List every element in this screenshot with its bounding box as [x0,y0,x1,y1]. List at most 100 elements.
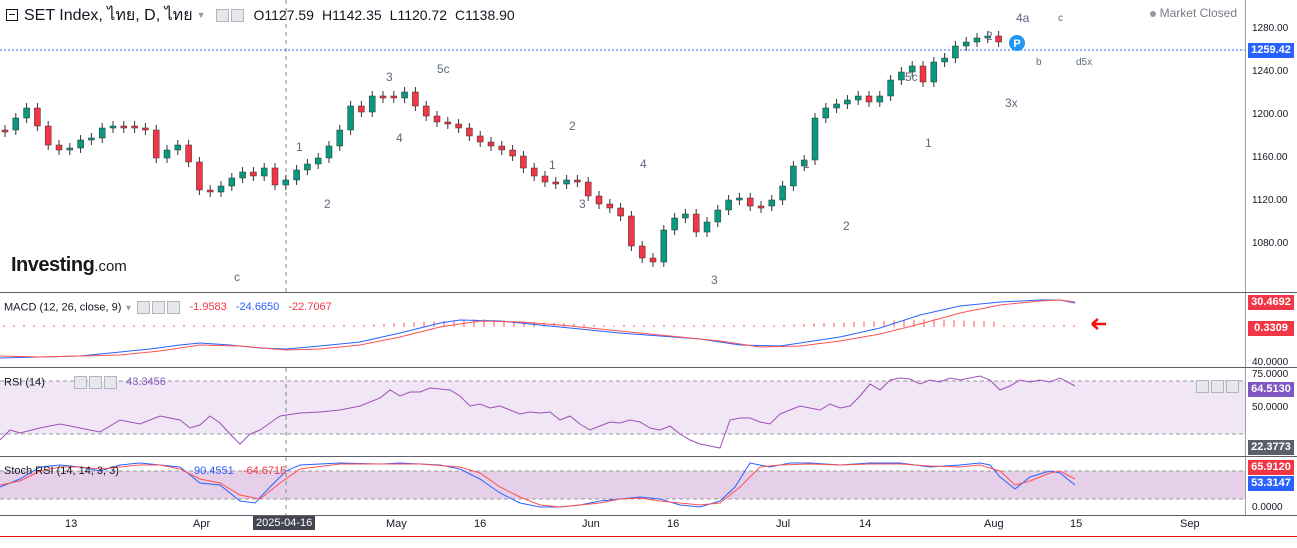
candle-body [574,179,581,183]
rsi-badge: 64.5130 [1248,382,1294,397]
macd-axis[interactable]: 30.4692 0.3309 40.0000 [1245,293,1297,367]
candle-body [887,79,894,97]
stoch-axis[interactable]: 65.9120 53.3147 0.0000 [1245,457,1297,515]
pane-maximize-icon[interactable] [1226,380,1239,394]
wave-label: 1 [296,140,303,154]
stoch-tick: 0.0000 [1252,502,1283,513]
candle-body [530,167,538,177]
wave-label: c [234,270,240,284]
eye-icon[interactable] [137,301,151,314]
candle-body [368,95,376,113]
macd-badge-bottom: 0.3309 [1248,321,1294,336]
eye-icon[interactable] [215,8,229,22]
candle-body [682,213,689,219]
candle-body [930,61,938,83]
candle-body [584,181,592,197]
settings-icon[interactable] [89,376,103,389]
candle-body [142,127,149,131]
candle-body [973,37,981,43]
candle-body [844,99,851,105]
price-tick: 1160.00 [1252,152,1288,163]
time-label: Jul [776,518,791,530]
pane-divider[interactable] [0,456,1297,457]
candle-body [984,35,992,39]
macd-legend: MACD (12, 26, close, 9) ▼ -1.9583 -24.66… [4,301,332,314]
rsi-line [0,375,1076,449]
rsi-chart [0,368,1245,456]
open-value: O1127.59 [253,7,314,23]
candle-body [185,144,192,163]
candle-body [44,125,52,146]
chevron-down-icon[interactable]: ▼ [124,303,133,313]
macd-histogram [3,319,1075,327]
rsi-legend: RSI (14) 43.3456 [4,376,166,389]
wave-label: 4a [1016,11,1030,25]
wave-label: 3 [386,70,393,84]
candle-body [822,107,830,119]
pane-down-icon[interactable] [1211,380,1224,394]
stoch-title[interactable]: Stoch RSI (14, 14, 3, 3) [4,465,119,477]
candle-body [649,257,657,263]
candle-body [746,197,754,207]
macd-title[interactable]: MACD (12, 26, close, 9) [4,301,122,314]
pane-divider[interactable] [0,515,1297,516]
close-icon[interactable] [167,301,181,314]
wave-label: 5c [437,62,450,76]
stoch-rsi-chart [0,457,1245,515]
candle-body [952,45,959,59]
macd-value: -24.6650 [235,301,280,314]
candle-body [347,105,354,131]
macd-chart [0,299,1076,359]
candle-body [433,115,441,123]
candle-body [811,117,819,161]
time-label: Apr [193,518,211,530]
close-icon[interactable] [104,376,118,389]
rsi-title[interactable]: RSI (14) [4,376,45,389]
chart-header: SET Index, ไทย, D, ไทย ▼ O1127.59 H1142.… [6,5,515,25]
candle-body [304,163,311,171]
candle-body [692,213,700,233]
pane-divider[interactable] [0,367,1297,368]
investing-logo: Investing.com [11,254,127,277]
pivot-marker[interactable]: P [1009,35,1025,51]
stoch-d-line [0,463,1076,508]
candle-body [358,105,365,113]
macd-histogram-value: -1.9583 [189,301,227,314]
rsi-pane[interactable]: RSI (14) 43.3456 [0,368,1245,456]
candle-body [412,91,419,107]
pane-up-icon[interactable] [1196,380,1209,394]
price-pane[interactable]: P SET Index, ไทย, D, ไทย ▼ O1127.59 H114… [0,0,1245,292]
rsi-tick: 75.0000 [1252,369,1289,380]
rsi-axis[interactable]: 75.0000 64.5130 50.0000 22.3773 [1245,368,1297,456]
candle-body [833,103,840,109]
candle-body [995,35,1002,43]
candle-body [962,41,970,47]
eye-icon[interactable] [74,376,88,389]
symbol-title[interactable]: SET Index, ไทย, D, ไทย [24,6,193,24]
rsi-value: 43.3456 [126,376,166,389]
pane-divider[interactable] [0,292,1297,293]
candle-body [725,199,732,211]
rsi-pane-controls[interactable] [1194,378,1239,396]
stoch-rsi-pane[interactable]: Stoch RSI (14, 14, 3, 3) 90.4551 -64.671… [0,457,1245,515]
settings-icon[interactable] [152,301,166,314]
collapse-icon[interactable] [6,9,18,21]
candle-body [152,129,160,159]
candle-body [271,167,279,186]
candle-body [563,179,570,185]
macd-signal-value: -22.7067 [288,301,332,314]
time-axis[interactable] [0,516,1245,536]
wave-label: 4 [396,131,403,145]
macd-pane[interactable]: MACD (12, 26, close, 9) ▼ -1.9583 -24.66… [0,293,1245,367]
time-label: 15 [1070,518,1083,530]
candle-body [757,205,765,209]
price-tick: 1120.00 [1252,195,1288,206]
candle-body [336,129,344,147]
wave-label: 2 [843,219,850,233]
price-chart[interactable]: P [0,0,1245,292]
red-arrow-icon [1091,318,1106,330]
settings-icon[interactable] [230,8,244,22]
price-axis[interactable]: 1280.00 1240.00 1200.00 1160.00 1120.00 … [1245,0,1297,292]
time-label: Sep [1180,518,1200,530]
chevron-down-icon[interactable]: ▼ [196,10,206,20]
